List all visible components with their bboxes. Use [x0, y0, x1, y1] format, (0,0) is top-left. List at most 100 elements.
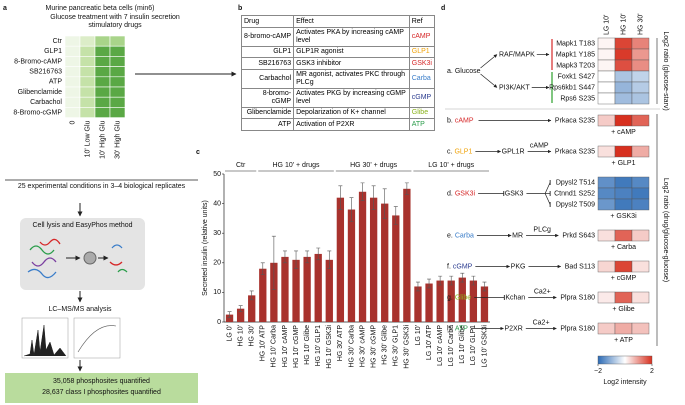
bar [369, 197, 378, 322]
time-label: 30' High Glu [114, 121, 121, 159]
heatmap-cell [614, 92, 633, 105]
error-bar [482, 281, 487, 292]
pathway-node: P2XR [505, 325, 523, 332]
condition-cell [64, 66, 81, 78]
bar [436, 280, 444, 322]
drug-cell: GLP1 [240, 45, 295, 58]
y-tick-label: 10 [213, 289, 221, 296]
panel-a-subtitle: Glucose treatment with 7 insulin secreti… [50, 14, 180, 29]
pathway-node: GPL1R [502, 148, 525, 155]
condition-cell [109, 96, 126, 108]
heatmap-cell [597, 198, 616, 211]
letter: b. [447, 117, 453, 124]
condition-cell [64, 35, 81, 47]
site-label: Mapk1 T183 [556, 40, 595, 47]
error-bar [449, 275, 454, 286]
error-bar [282, 250, 287, 264]
heatmap-cell [614, 59, 633, 72]
x-tick-label: HG 30' [249, 325, 256, 347]
treatment-label: + GSK3i [610, 213, 637, 220]
error-bar [271, 235, 276, 290]
condition-label: 8-Bromo-cGMP [13, 109, 62, 116]
lysis-box [20, 218, 145, 290]
heatmap-cell [597, 145, 616, 158]
colorbar-tick-label: 2 [650, 368, 654, 375]
x-tick-label: LG 10' cAMP [437, 325, 444, 366]
x-tick-label: HG 30' GSK3i [404, 325, 411, 369]
edge-label: Ca2+ [534, 288, 551, 295]
error-bar [371, 185, 376, 210]
condition-cell [94, 66, 111, 78]
condition-cell [79, 56, 96, 67]
bar [469, 280, 478, 322]
heatmap-cell [597, 114, 616, 127]
heatmap-cell [597, 187, 616, 200]
bar [447, 280, 455, 322]
drug-name: Carba [455, 232, 474, 239]
panel-label: a [3, 5, 7, 12]
drug-cell: 8-bromo-cAMP [240, 26, 295, 47]
site-label: Plpra S180 [560, 325, 595, 332]
treatment-label: + cAMP [611, 129, 636, 136]
y-tick-label: 50 [213, 171, 221, 178]
ms-map [73, 317, 121, 359]
condition-cell [94, 56, 111, 67]
heatmap-cell [631, 37, 650, 50]
site-label: Plpra S180 [560, 294, 595, 301]
drug-cell: 8-bromo-cGMP [240, 87, 295, 108]
table-row: GLP1 GLP1R agonist GLP1 [240, 45, 436, 58]
site-label: Mapk3 T203 [556, 62, 595, 69]
heatmap-cell [597, 291, 616, 304]
drug-name: cGMP [453, 263, 473, 270]
drug-cell: Carbachol [240, 68, 295, 89]
error-bar [404, 182, 409, 196]
condition-cell [94, 76, 111, 88]
x-tick-label: HG 10' GLP1 [315, 325, 322, 367]
ref-cell: cGMP [408, 87, 436, 108]
condition-cell [79, 86, 96, 98]
x-tick-label: HG 30' cAMP [359, 325, 366, 368]
bar [425, 283, 433, 322]
drug-cell: Glibenclamide [240, 106, 295, 119]
condition-cell [64, 56, 81, 67]
heatmap-cell [597, 37, 616, 50]
condition-cell [94, 107, 111, 118]
edge [544, 193, 551, 205]
edge-label: cAMP [530, 142, 549, 149]
arrow [480, 73, 498, 88]
letter: a. [447, 68, 453, 75]
table-header: Drug Effect Ref [240, 15, 436, 28]
condition-label: Carbachol [30, 99, 62, 106]
error-bar [316, 247, 321, 261]
bar [381, 203, 389, 322]
y-tick-label: 40 [213, 200, 221, 207]
drug-name: GSK3i [455, 190, 476, 197]
error-bar [338, 185, 343, 210]
ref-cell: GLP1 [408, 45, 436, 58]
panel-label: b [238, 5, 242, 12]
side-label: Log2 ratio (glucose-starv) [662, 31, 669, 110]
drug-name: Glibe [455, 294, 471, 301]
panel-a-title: Murine pancreatic beta cells (min6) [46, 5, 155, 12]
column-label: LG 10' [603, 15, 610, 35]
heatmap-cell [631, 187, 650, 200]
error-bar [471, 275, 476, 286]
x-tick-label: HG 10' cAMP [282, 325, 289, 368]
x-tick-label: LG 10' [415, 325, 422, 345]
bar [248, 295, 256, 322]
heatmap-cell [614, 114, 633, 127]
time-label: 10' High Glu [99, 121, 106, 159]
bar [336, 197, 345, 322]
x-tick-label: LG 0' [226, 325, 233, 342]
site-label: Rps6 S235 [560, 95, 595, 102]
effect-cell: GLP1R agonist [293, 45, 410, 58]
heatmap-cell [597, 176, 616, 189]
heatmap-cell [597, 59, 616, 72]
bar [236, 308, 245, 322]
heatmap-cell [597, 92, 616, 105]
ref-cell: GSK3i [408, 57, 436, 70]
error-bar [260, 262, 265, 275]
group-label: HG 10' + drugs [273, 162, 321, 169]
x-tick-label: LG 10' GLP1 [470, 325, 477, 365]
